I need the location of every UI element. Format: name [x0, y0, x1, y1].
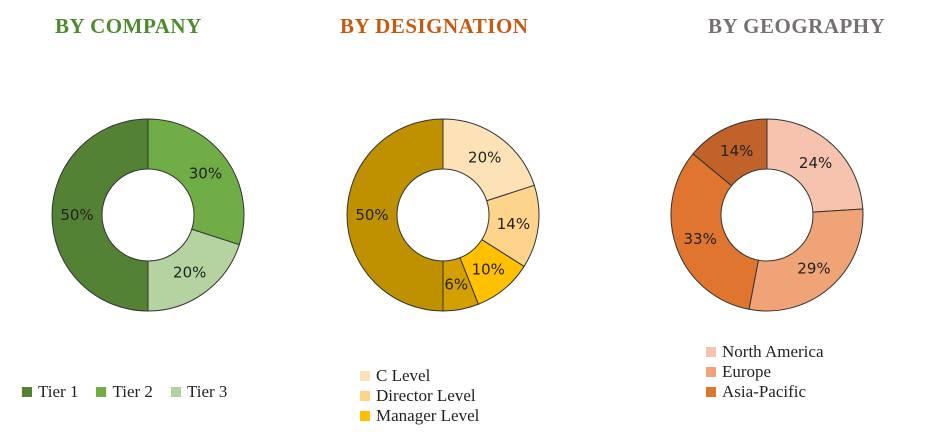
data-label: 50%: [60, 206, 93, 224]
legend-label: C Level: [376, 366, 431, 385]
slice-other: [692, 118, 768, 187]
data-label: 29%: [797, 259, 830, 277]
title-by-company: BY COMPANY: [55, 14, 202, 38]
legend-label: Tier 1: [38, 382, 79, 401]
legend-geography: North America Europe Asia-Pacific: [706, 342, 824, 402]
slice-tier-3: [147, 228, 240, 312]
legend-swatch: [360, 411, 370, 421]
data-label: 20%: [173, 263, 206, 281]
legend-company: Tier 1 Tier 2 Tier 3: [22, 382, 227, 402]
legend-swatch: [96, 387, 107, 397]
legend-item: C Level: [360, 366, 479, 386]
legend-swatch: [360, 391, 370, 401]
legend-item: Manager Level: [360, 406, 479, 426]
data-label: 20%: [468, 149, 501, 167]
legend-swatch: [170, 387, 181, 397]
legend-label: Europe: [722, 362, 772, 381]
legend-swatch: [360, 371, 370, 381]
data-label: 10%: [472, 261, 505, 279]
slice-tier-2: [147, 118, 245, 246]
title-by-geography: BY GEOGRAPHY: [708, 14, 886, 38]
legend-item: Director Level: [360, 386, 479, 406]
legend-label: Manager Level: [376, 406, 480, 425]
legend-label: North America: [722, 342, 824, 361]
legend-swatch: [706, 387, 716, 397]
legend-swatch: [706, 347, 716, 357]
data-label: 6%: [444, 276, 468, 294]
legend-swatch: [22, 387, 32, 397]
legend-swatch: [706, 367, 716, 377]
legend-label: Asia-Pacific: [722, 382, 807, 401]
legend-label: Tier 3: [186, 382, 228, 401]
slice-europe: [748, 208, 864, 312]
slice-other: [346, 118, 444, 312]
slice-north-america: [766, 118, 864, 213]
legend-designation: C Level Director Level Manager Level: [360, 366, 479, 426]
title-by-designation: BY DESIGNATION: [340, 14, 529, 38]
data-label: 14%: [720, 142, 753, 160]
legend-item: Tier 1: [22, 382, 78, 402]
legend-item: Tier 3: [170, 382, 228, 402]
data-label: 33%: [684, 230, 717, 248]
data-label: 30%: [189, 164, 222, 182]
legend-item: North America: [706, 342, 824, 362]
slice-tier-1: [51, 118, 149, 312]
legend-item: Asia-Pacific: [706, 382, 824, 402]
legend-label: Tier 2: [112, 382, 153, 401]
data-label: 14%: [497, 215, 530, 233]
data-label: 24%: [799, 154, 832, 172]
slice-asia-pacific: [670, 153, 759, 310]
legend-label: Director Level: [376, 386, 476, 405]
legend-item: Tier 2: [96, 382, 153, 402]
data-label: 50%: [355, 206, 388, 224]
legend-item: Europe: [706, 362, 824, 382]
